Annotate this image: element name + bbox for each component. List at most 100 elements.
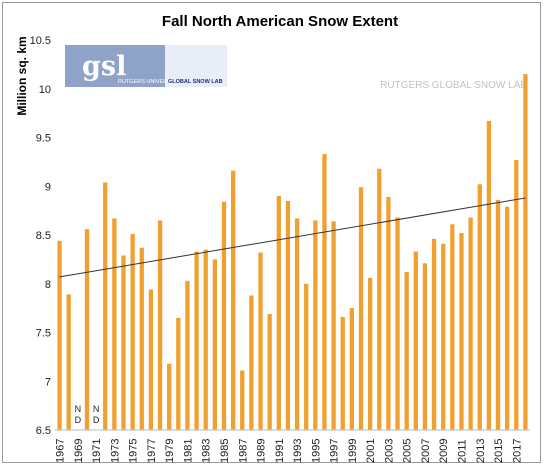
x-axis: 1967 1969 1971 1973 1975 1977 1979 1981 1983 1985… bbox=[55, 439, 524, 463]
x-tick-label: 1979 bbox=[164, 439, 176, 463]
bar-2018 bbox=[523, 74, 528, 430]
bar-1967 bbox=[57, 240, 62, 430]
gsl-logo: gsl RUTGERS UNIVERSITY GLOBAL SNOW LAB bbox=[65, 45, 227, 87]
y-tick-label: 7.5 bbox=[36, 328, 51, 340]
bar-1968 bbox=[66, 294, 71, 430]
trend-line bbox=[59, 197, 526, 278]
x-tick-label: 2007 bbox=[420, 439, 432, 463]
bar-1970 bbox=[84, 229, 90, 430]
logo-main-text: gsl bbox=[82, 51, 126, 82]
x-tick-label: 1989 bbox=[256, 439, 268, 463]
bar-1982 bbox=[194, 251, 199, 430]
bar-2011 bbox=[459, 233, 464, 430]
x-tick-label: 1973 bbox=[109, 439, 121, 463]
bar-1989 bbox=[258, 252, 263, 430]
bar-2006 bbox=[413, 251, 418, 430]
x-tick-label: 1977 bbox=[146, 439, 158, 463]
bar-1997 bbox=[331, 221, 336, 430]
bars bbox=[57, 74, 528, 431]
bar-1993 bbox=[294, 218, 300, 430]
bar-2009 bbox=[441, 243, 446, 430]
y-tick-label: 10.5 bbox=[30, 35, 51, 47]
y-tick-label: 7 bbox=[45, 376, 51, 388]
no-data-label: N bbox=[75, 404, 82, 414]
bar-2014 bbox=[486, 120, 492, 431]
x-tick-label: 1969 bbox=[73, 439, 85, 463]
x-tick-label: 1983 bbox=[201, 439, 213, 463]
bar-2017 bbox=[514, 159, 519, 431]
y-axis: 6.5 7 7.5 8 8.5 9 9.5 10 10.5 bbox=[30, 35, 51, 437]
bar-2001 bbox=[367, 277, 373, 430]
x-tick-label: 1999 bbox=[347, 439, 359, 463]
bar-2007 bbox=[422, 263, 428, 430]
logo-right-panel bbox=[165, 45, 227, 87]
x-tick-label: 2013 bbox=[475, 439, 487, 463]
bar-1998 bbox=[340, 316, 345, 430]
bar-2015 bbox=[495, 199, 501, 430]
y-tick-label: 9 bbox=[45, 181, 51, 193]
x-tick-label: 1991 bbox=[274, 439, 286, 463]
bar-1979 bbox=[167, 363, 172, 430]
x-tick-label: 1967 bbox=[55, 439, 67, 463]
bar-2002 bbox=[377, 168, 382, 430]
logo-left-panel bbox=[65, 45, 165, 87]
x-tick-label: 1995 bbox=[310, 439, 322, 463]
x-tick-label: 1981 bbox=[182, 439, 194, 463]
y-tick-label: 6.5 bbox=[36, 425, 51, 437]
x-tick-label: 2015 bbox=[493, 439, 505, 463]
bar-2003 bbox=[386, 196, 391, 430]
bar-1999 bbox=[349, 308, 355, 430]
no-data-label: D bbox=[93, 415, 100, 425]
bar-1972 bbox=[103, 182, 108, 430]
logo-university-text: RUTGERS UNIVERSITY bbox=[118, 79, 180, 85]
bar-2008 bbox=[431, 238, 437, 430]
x-tick-label: 1975 bbox=[128, 439, 140, 463]
x-tick-label: 1971 bbox=[91, 439, 103, 463]
bar-1973 bbox=[112, 218, 117, 430]
bar-2005 bbox=[404, 272, 409, 430]
x-tick-label: 1993 bbox=[292, 439, 304, 463]
bar-2016 bbox=[505, 206, 510, 430]
bar-1994 bbox=[304, 283, 309, 430]
bar-1975 bbox=[130, 234, 135, 430]
bar-1974 bbox=[121, 255, 126, 430]
x-tick-label: 2009 bbox=[438, 439, 450, 463]
x-tick-label: 1985 bbox=[219, 439, 231, 463]
bar-2012 bbox=[468, 217, 473, 430]
x-tick-label: 2005 bbox=[402, 439, 414, 463]
x-tick-label: 2017 bbox=[511, 439, 523, 463]
bar-1984 bbox=[212, 259, 218, 430]
bar-1988 bbox=[249, 295, 254, 430]
bar-1992 bbox=[285, 200, 291, 430]
bar-1987 bbox=[240, 370, 245, 430]
y-tick-label: 8 bbox=[45, 279, 51, 291]
bar-1990 bbox=[267, 313, 272, 430]
x-tick-label: 2001 bbox=[365, 439, 377, 463]
bar-1978 bbox=[157, 220, 163, 430]
bar-1986 bbox=[230, 170, 236, 430]
bar-2000 bbox=[358, 187, 364, 430]
bar-1991 bbox=[276, 196, 281, 430]
logo-lab-text: GLOBAL SNOW LAB bbox=[168, 79, 223, 85]
bar-1995 bbox=[313, 220, 318, 430]
bar-1981 bbox=[185, 280, 190, 430]
y-axis-label: Million sq. km bbox=[15, 36, 29, 115]
bar-1985 bbox=[221, 201, 227, 430]
y-tick-label: 8.5 bbox=[36, 230, 51, 242]
x-tick-label: 2011 bbox=[456, 439, 468, 463]
bar-2004 bbox=[395, 217, 400, 430]
bar-2013 bbox=[477, 184, 482, 430]
no-data-label: D bbox=[75, 415, 82, 425]
y-tick-label: 9.5 bbox=[36, 133, 51, 145]
bar-1980 bbox=[176, 317, 181, 430]
x-tick-label: 2003 bbox=[383, 439, 395, 463]
x-tick-label: 1997 bbox=[329, 439, 341, 463]
bar-1996 bbox=[322, 154, 327, 430]
x-tick-label: 1987 bbox=[237, 439, 249, 463]
bar-1983 bbox=[203, 249, 208, 430]
bar-2010 bbox=[450, 224, 455, 430]
watermark: RUTGERS GLOBAL SNOW LAB bbox=[380, 80, 527, 91]
chart-title: Fall North American Snow Extent bbox=[162, 13, 398, 30]
